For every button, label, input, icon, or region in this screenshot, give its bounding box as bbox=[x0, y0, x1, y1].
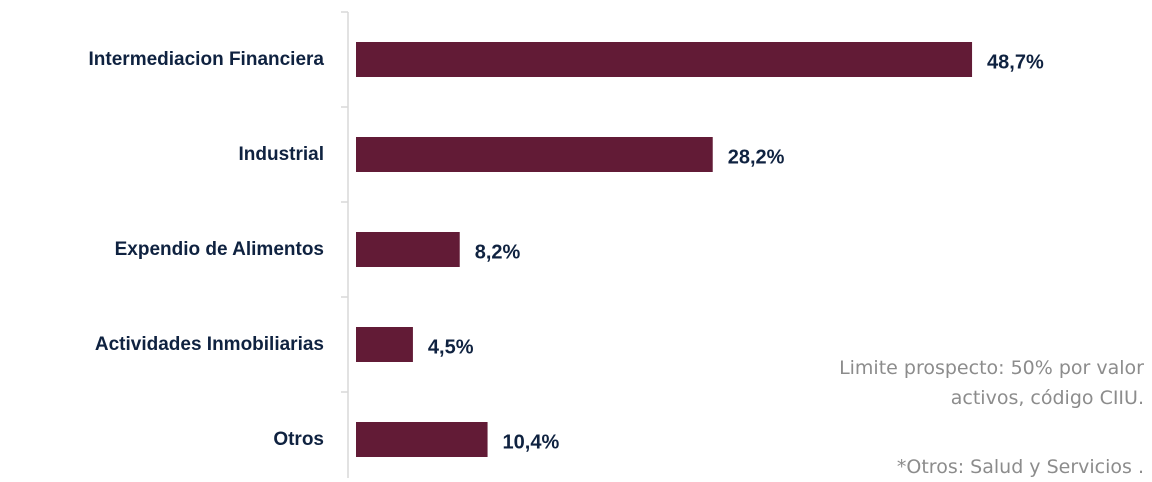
category-label: Industrial bbox=[238, 144, 324, 165]
bar bbox=[356, 137, 713, 172]
bar bbox=[356, 232, 460, 267]
bar bbox=[356, 42, 973, 77]
data-label: 48,7% bbox=[987, 52, 1044, 74]
data-label: 10,4% bbox=[503, 432, 560, 454]
bars bbox=[356, 42, 973, 457]
limit-note-line-1: Limite prospecto: 50% por valor bbox=[839, 357, 1144, 379]
category-label: Otros bbox=[273, 429, 324, 450]
otros-note: *Otros: Salud y Servicios . bbox=[896, 456, 1144, 478]
labels: Intermediacion Financiera 48,7% Industrial… bbox=[89, 49, 1044, 454]
category-label: Expendio de Alimentos bbox=[115, 239, 324, 260]
bar bbox=[356, 327, 413, 362]
limit-note: Limite prospecto: 50% por valor activos,… bbox=[839, 353, 1144, 413]
category-axis bbox=[341, 11, 349, 478]
bar bbox=[356, 422, 488, 457]
limit-note-line-2: activos, código CIIU. bbox=[950, 387, 1144, 409]
data-label: 8,2% bbox=[475, 242, 521, 264]
category-label: Intermediacion Financiera bbox=[89, 49, 325, 70]
data-label: 4,5% bbox=[428, 337, 474, 359]
data-label: 28,2% bbox=[728, 147, 785, 169]
category-label: Actividades Inmobiliarias bbox=[95, 334, 324, 355]
